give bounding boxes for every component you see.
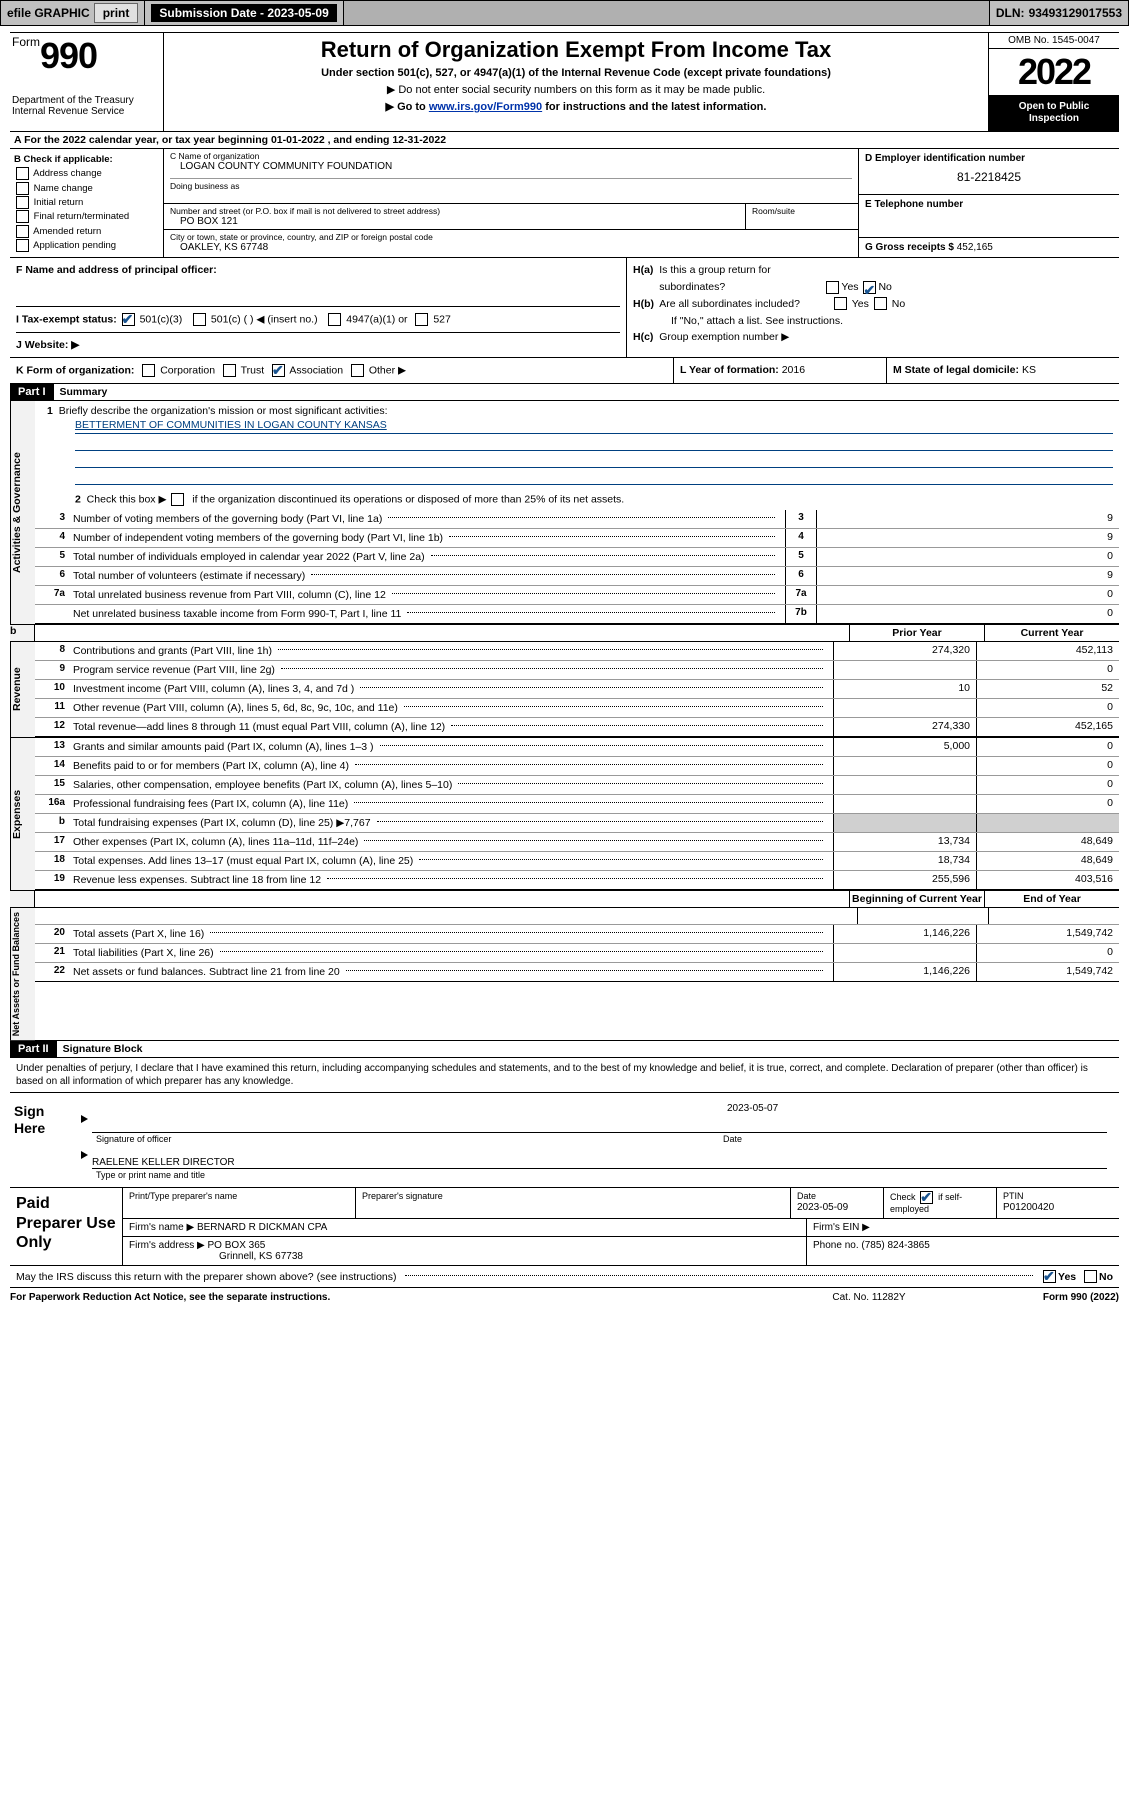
vtab-net-assets: Net Assets or Fund Balances [10,908,35,1040]
vtab-governance: Activities & Governance [10,401,35,624]
declaration-text: Under penalties of perjury, I declare th… [10,1058,1119,1093]
print-button[interactable]: print [94,3,139,23]
open-inspection: Open to Public Inspection [989,95,1119,131]
instructions-link[interactable]: www.irs.gov/Form990 [429,101,542,113]
form-header: Form990 Department of the Treasury Inter… [10,32,1119,132]
vtab-expenses: Expenses [10,738,35,890]
tax-year: 2022 [989,49,1119,95]
city-state-zip: OAKLEY, KS 67748 [170,242,852,253]
part2-header: Part II [10,1041,57,1057]
firm-name: BERNARD R DICKMAN CPA [197,1222,327,1233]
self-employed-checkbox[interactable] [920,1191,933,1204]
sign-here-label: Sign Here [10,1093,78,1187]
officer-name: RAELENE KELLER DIRECTOR [92,1157,1107,1168]
ein: 81-2218425 [865,164,1113,190]
501c3-checkbox[interactable] [122,313,135,326]
tax-year-range: A For the 2022 calendar year, or tax yea… [10,132,1119,149]
discuss-yes-checkbox[interactable] [1043,1270,1056,1283]
omb-number: OMB No. 1545-0047 [989,33,1119,49]
firm-address: PO BOX 365 [208,1240,266,1251]
efile-label: efile GRAPHIC print [1,1,145,25]
top-toolbar: efile GRAPHIC print Submission Date - 20… [0,0,1129,26]
preparer-date: 2023-05-09 [797,1202,848,1213]
part1-header: Part I [10,384,54,400]
firm-phone: (785) 824-3865 [861,1240,929,1251]
association-checkbox[interactable] [272,364,285,377]
form-title: Return of Organization Exempt From Incom… [172,37,980,63]
vtab-revenue: Revenue [10,642,35,737]
org-name: LOGAN COUNTY COMMUNITY FOUNDATION [170,161,852,172]
form-number: 990 [40,35,97,76]
submission-date-label: Submission Date - 2023-05-09 [151,4,336,22]
paid-preparer-label: Paid Preparer Use Only [10,1188,122,1265]
street-address: PO BOX 121 [170,216,739,227]
applicable-checkboxes: B Check if applicable: Address change Na… [10,149,164,257]
gross-receipts: 452,165 [957,242,993,253]
dln: DLN: 93493129017553 [990,1,1128,25]
group-return-no[interactable] [863,281,876,294]
mission-text: BETTERMENT OF COMMUNITIES IN LOGAN COUNT… [75,419,1113,434]
ptin: P01200420 [1003,1202,1054,1213]
sign-date: 2023-05-07 [727,1103,1107,1114]
